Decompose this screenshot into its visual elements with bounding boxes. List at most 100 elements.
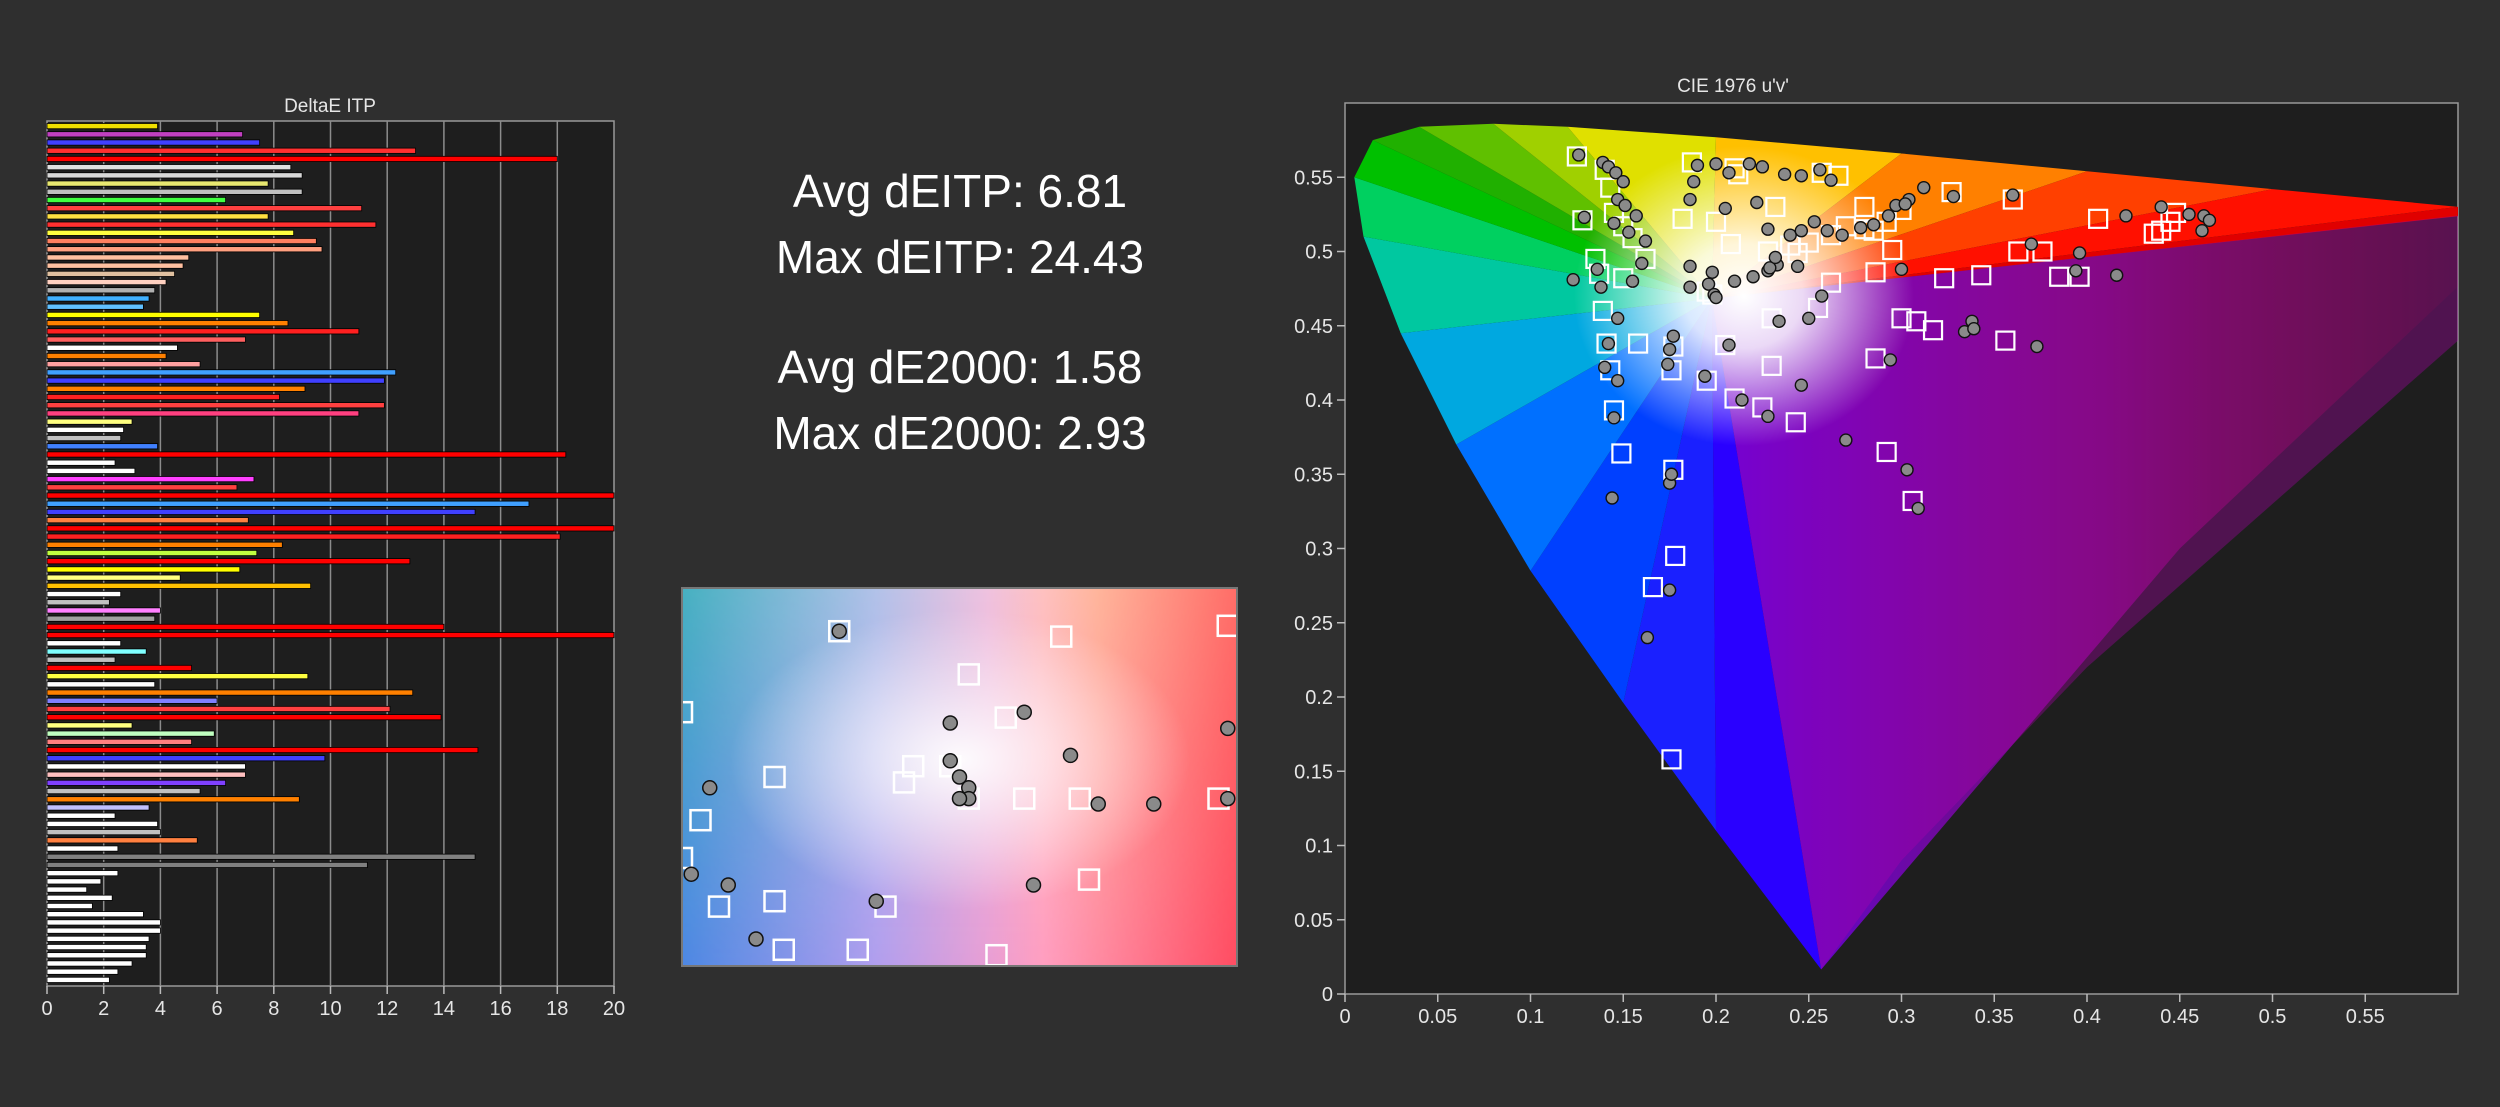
- itp-bar: [46, 804, 150, 811]
- cie-measured-point: [2119, 209, 2133, 223]
- itp-bar: [46, 303, 144, 310]
- cie-measured-point: [2072, 246, 2087, 260]
- itp-tick-label: 12: [376, 998, 398, 1020]
- cie-target-square: [1642, 577, 1664, 598]
- zoom-target-square: [1068, 787, 1091, 810]
- itp-bar: [46, 952, 147, 959]
- deltae-itp-title: DeltaE ITP: [284, 96, 376, 117]
- cie-x-tick-label: 0: [1339, 1006, 1350, 1028]
- cie-measured-point: [2069, 264, 2083, 278]
- itp-bar: [46, 755, 326, 762]
- cie-measured-point: [1911, 501, 1925, 516]
- cie-measured-point: [1898, 197, 1912, 211]
- itp-bar: [46, 131, 244, 138]
- zoom-measured-point: [831, 623, 847, 639]
- itp-bar: [46, 435, 122, 442]
- itp-bar: [46, 705, 391, 713]
- cie-measured-point: [1802, 311, 1816, 326]
- cie-gamut-wedge: [1711, 206, 2458, 299]
- cie-measured-point: [1610, 311, 1625, 326]
- zoom-uv-chart: [681, 587, 1238, 967]
- itp-bar: [46, 369, 397, 376]
- itp-bar: [46, 279, 167, 286]
- itp-bar: [46, 927, 161, 934]
- itp-bar: [46, 500, 530, 507]
- cie-measured-point: [1607, 216, 1621, 230]
- cie-measured-point: [1683, 259, 1697, 274]
- itp-tick-label: 18: [546, 998, 568, 1020]
- itp-bar: [46, 722, 133, 729]
- cie-magenta-region: [1711, 215, 2458, 970]
- itp-bar: [46, 402, 385, 409]
- itp-bar: [46, 123, 158, 130]
- cie-measured-point: [1727, 274, 1742, 288]
- cie-measured-point: [1853, 221, 1868, 235]
- cie-measured-point: [1881, 209, 1896, 223]
- cie-target-square: [1661, 749, 1682, 770]
- cie-measured-point: [1763, 261, 1777, 275]
- deltae-itp-bars: [46, 123, 615, 983]
- itp-bar: [46, 648, 147, 655]
- cie-y-tick-label: 0.1: [1305, 836, 1333, 858]
- cie-measured-point: [1820, 224, 1835, 238]
- cie-target-square: [1720, 233, 1741, 255]
- cie-measured-point: [1722, 166, 1736, 180]
- cie-measured-point: [1835, 228, 1849, 242]
- itp-bar: [46, 574, 181, 581]
- cie-measured-point: [2024, 237, 2039, 251]
- max-deitp-label: Max dEITP: 24.43: [775, 231, 1145, 283]
- zoom-measured-point: [1025, 877, 1042, 893]
- cie-x-tick-label: 0.5: [2259, 1006, 2287, 1028]
- itp-bar: [46, 837, 198, 844]
- itp-bar: [46, 960, 133, 967]
- itp-bar: [46, 853, 476, 860]
- itp-bar: [46, 295, 150, 302]
- zoom-measured-point: [1016, 704, 1032, 720]
- cie-measured-point: [1946, 189, 1961, 204]
- itp-bar: [46, 656, 116, 663]
- avg-de2000-label: Avg dE2000: 1.58: [777, 341, 1143, 393]
- cie-target-square: [1922, 320, 1944, 341]
- cie-measured-point: [1661, 357, 1675, 372]
- itp-bar: [46, 591, 122, 598]
- itp-bar: [46, 673, 309, 680]
- itp-bar: [46, 484, 238, 491]
- itp-bar: [46, 747, 479, 754]
- cie-target-square: [1627, 333, 1649, 354]
- cie-x-tick-label: 0.2: [1702, 1006, 1730, 1028]
- cie-measured-point: [2195, 224, 2209, 238]
- zoom-target-square: [772, 938, 795, 962]
- itp-bar: [46, 311, 261, 318]
- cie-measured-point: [2182, 207, 2196, 222]
- itp-bar: [46, 155, 558, 162]
- zoom-target-square: [957, 663, 980, 686]
- itp-bar: [46, 328, 360, 335]
- cie-y-tick-label: 0.55: [1294, 167, 1333, 189]
- zoom-measured-point: [868, 893, 884, 909]
- itp-tick-label: 6: [212, 998, 223, 1020]
- itp-bar: [46, 730, 215, 737]
- zoom-measured-point: [951, 790, 968, 807]
- itp-bar: [46, 689, 414, 696]
- itp-bar: [46, 344, 178, 351]
- itp-bar: [46, 779, 227, 786]
- itp-bar: [46, 870, 119, 877]
- cie-target-square: [1592, 300, 1613, 321]
- cie-measured-point: [1824, 173, 1838, 187]
- itp-tick-label: 4: [155, 998, 166, 1020]
- itp-bar: [46, 566, 241, 573]
- cie-measured-point: [1640, 630, 1655, 645]
- cie-target-square: [2032, 241, 2053, 262]
- itp-bar: [46, 172, 303, 179]
- cie-x-tick-label: 0.3: [1888, 1006, 1916, 1028]
- zoom-target-square: [902, 754, 925, 778]
- cie-measured-point: [1794, 169, 1809, 183]
- zoom-uv-frame: [681, 587, 1238, 967]
- itp-tick-label: 10: [319, 998, 341, 1020]
- cie-target-square: [1820, 272, 1842, 293]
- itp-bar: [46, 229, 295, 236]
- itp-bar: [46, 221, 377, 228]
- cie-measured-point: [1666, 329, 1681, 343]
- itp-bar: [46, 180, 269, 187]
